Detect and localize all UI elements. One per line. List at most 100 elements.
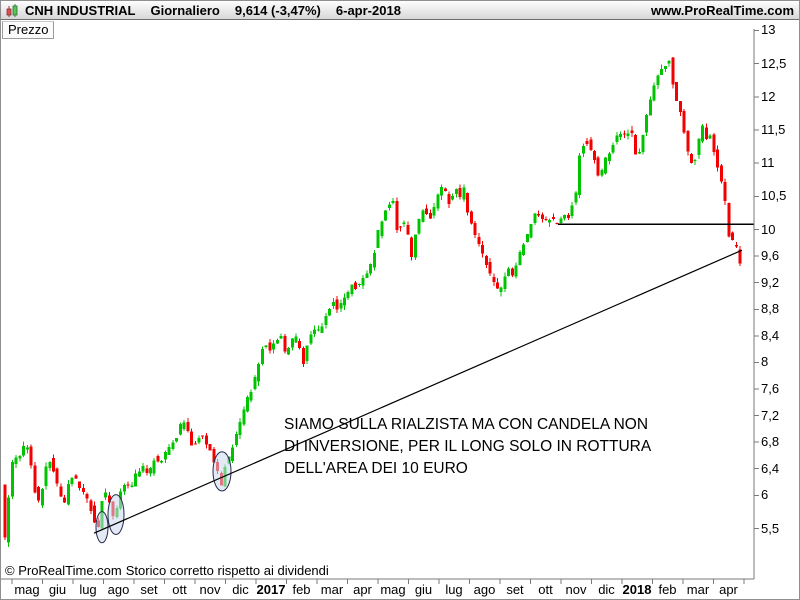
candle-body (343, 297, 347, 306)
candle-body (320, 326, 324, 333)
candle-body (7, 497, 11, 543)
candle-body (156, 456, 160, 462)
candle-body (204, 435, 208, 445)
ellipse-drawing[interactable] (212, 451, 232, 492)
candle-body (585, 140, 589, 145)
site-link[interactable]: www.ProRealTime.com (650, 2, 794, 18)
candle-body (294, 336, 298, 343)
candle-body (507, 268, 511, 276)
price-tab-button[interactable]: Prezzo (2, 21, 55, 39)
candle-body (279, 336, 283, 339)
price-axis-label: 12 (761, 88, 776, 104)
candle-body (544, 219, 548, 221)
candle-body (242, 409, 246, 425)
title-bar: CNH INDUSTRIAL Giornaliero 9,614 (-3,47%… (1, 1, 799, 20)
annotation-text-line[interactable]: SIAMO SULLA RIALZISTA MA CON CANDELA NON (284, 416, 648, 433)
candle-body (81, 487, 85, 492)
candle-body (33, 465, 37, 493)
price-axis-label: 10 (761, 221, 776, 237)
candle-body (708, 135, 712, 139)
candle-body (387, 204, 391, 208)
candle-body (716, 149, 720, 168)
candle-body (466, 192, 470, 213)
time-axis-label: mar (686, 582, 710, 597)
price-axis-label: 12,5 (761, 55, 787, 71)
candle-body (178, 423, 182, 435)
candle-body (3, 484, 7, 538)
candle-body (324, 316, 328, 325)
candle-body (369, 264, 373, 274)
candle-body (738, 249, 742, 264)
dividend-note: Storico corretto rispetto ai dividendi (125, 563, 329, 578)
candle-body (406, 224, 410, 235)
annotation-text-line[interactable]: DI INVERSIONE, PER IL LONG SOLO IN ROTTU… (284, 438, 652, 455)
candle-body (25, 447, 29, 450)
candle-body (335, 299, 339, 310)
candle-body (600, 169, 604, 176)
candle-body (630, 130, 634, 134)
candle-body (246, 396, 250, 412)
trendline-drawing[interactable] (93, 249, 743, 534)
candle-body (384, 210, 388, 221)
candle-body (74, 475, 78, 479)
candle-body (570, 205, 574, 216)
candle-body (626, 133, 630, 136)
candle-body (731, 232, 735, 240)
candle-body (492, 277, 496, 283)
candle-body (93, 505, 97, 523)
price-axis-label: 11 (761, 155, 775, 171)
annotation-text-line[interactable]: DELL'AREA DEI 10 EURO (284, 460, 468, 477)
candle-body (660, 68, 664, 75)
candle-body (604, 157, 608, 174)
copyright-text: © ProRealTime.com (5, 563, 122, 578)
candle-body (66, 484, 70, 505)
candle-body (566, 214, 570, 218)
price-axis-label: 6,4 (761, 460, 780, 476)
time-axis-label: dic (232, 582, 249, 597)
line-drawings-layer (93, 223, 754, 534)
candle-body (652, 85, 656, 101)
candle-body (350, 284, 354, 294)
candle-body (574, 192, 578, 203)
candle-body (339, 303, 343, 309)
candle-body (413, 234, 417, 258)
time-axis-label: set (506, 582, 524, 597)
candle-body (354, 282, 358, 290)
candle-body (402, 222, 406, 224)
price-axis-label: 5,5 (761, 520, 780, 536)
ellipse-drawings-layer (95, 451, 232, 544)
candle-body (436, 194, 440, 209)
candle-body (249, 392, 253, 401)
ellipse-drawing[interactable] (107, 494, 125, 535)
candle-body (316, 329, 320, 331)
candle-body (14, 457, 18, 465)
candle-body (365, 273, 369, 278)
candle-body (518, 252, 522, 266)
candle-body (704, 127, 708, 140)
candle-body (417, 219, 421, 234)
candle-body (503, 276, 507, 290)
candle-body (190, 431, 194, 446)
candle-body (641, 135, 645, 153)
time-axis-label: apr (719, 582, 738, 597)
candle-body (682, 111, 686, 133)
price-axis-label: 8,4 (761, 327, 780, 343)
candle-body (514, 265, 518, 277)
candle-body (257, 363, 261, 382)
candle-body (152, 460, 156, 474)
candle-body (533, 213, 537, 223)
candle-body (376, 230, 380, 249)
time-axis-label: nov (199, 582, 221, 597)
time-axis-label: lug (79, 582, 97, 597)
candle-body (301, 347, 305, 365)
candle-body (428, 213, 432, 219)
price-axis-label: 8,8 (761, 301, 780, 317)
candle-body (283, 336, 287, 352)
time-axis-label: dic (598, 582, 615, 597)
candle-body (607, 153, 611, 161)
candle-body (160, 460, 164, 463)
candle-body (163, 451, 167, 460)
candle-body (663, 66, 667, 69)
time-axis-label: 2018 (622, 582, 652, 597)
